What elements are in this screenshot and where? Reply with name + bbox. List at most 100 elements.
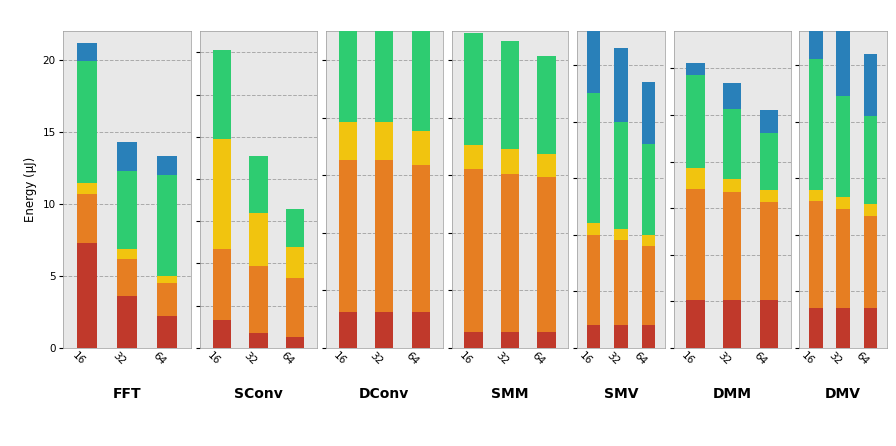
Bar [375,122,393,160]
Bar [464,33,483,145]
Bar [249,265,268,333]
Bar [411,0,430,131]
Bar [157,175,177,276]
Bar [77,183,97,194]
Bar [213,320,231,348]
Bar [249,156,268,213]
Bar [501,332,519,348]
Bar [501,149,519,173]
Bar [760,190,778,202]
Bar [77,43,97,61]
Bar [339,122,357,160]
Bar [587,93,600,223]
X-axis label: SConv: SConv [234,387,283,401]
Bar [587,20,600,93]
Bar [614,240,628,325]
Bar [339,160,357,312]
X-axis label: SMM: SMM [491,387,529,401]
Bar [117,259,137,296]
Bar [836,28,850,96]
X-axis label: DMM: DMM [712,387,752,401]
Bar [614,229,628,240]
Bar [375,312,393,348]
Bar [686,75,705,168]
Bar [411,312,430,348]
Bar [809,201,823,308]
Bar [614,325,628,348]
Bar [723,192,741,301]
Bar [339,0,357,122]
X-axis label: SMV: SMV [604,387,638,401]
Bar [538,332,556,348]
Bar [686,63,705,75]
Bar [77,243,97,348]
Bar [686,301,705,348]
Bar [117,171,137,248]
Bar [864,54,877,116]
Bar [614,48,628,122]
Bar [411,165,430,312]
Bar [760,301,778,348]
X-axis label: DConv: DConv [359,387,409,401]
Bar [464,169,483,332]
Bar [642,325,655,348]
Bar [157,316,177,348]
Bar [286,247,305,278]
Bar [864,116,877,204]
Bar [760,110,778,133]
Bar [760,202,778,301]
Bar [723,83,741,108]
Bar [213,249,231,320]
Bar [723,108,741,179]
Bar [117,296,137,348]
Bar [587,325,600,348]
Bar [157,276,177,283]
Bar [339,312,357,348]
Bar [117,142,137,171]
Bar [836,198,850,209]
Bar [642,82,655,145]
Bar [809,308,823,348]
Bar [686,189,705,301]
Bar [587,223,600,235]
Bar [642,235,655,246]
Y-axis label: Energy (μJ): Energy (μJ) [24,157,37,222]
Bar [642,145,655,235]
Bar [375,160,393,312]
Bar [286,209,305,247]
Bar [538,177,556,332]
Bar [836,96,850,198]
Bar [809,59,823,190]
Bar [249,213,268,265]
Bar [213,50,231,139]
Bar [213,139,231,249]
Bar [723,179,741,192]
Bar [642,246,655,325]
Bar [77,194,97,243]
Bar [157,283,177,316]
X-axis label: DMV: DMV [825,387,861,401]
Bar [587,235,600,325]
Bar [723,301,741,348]
X-axis label: FFT: FFT [113,387,142,401]
Bar [286,278,305,337]
Bar [249,333,268,348]
Bar [836,308,850,348]
Bar [809,190,823,201]
Bar [411,131,430,165]
Bar [864,308,877,348]
Bar [117,248,137,259]
Bar [760,133,778,190]
Bar [375,0,393,122]
Bar [501,173,519,332]
Bar [864,204,877,215]
Bar [77,61,97,183]
Bar [864,215,877,308]
Bar [538,56,556,153]
Bar [464,145,483,169]
Bar [501,41,519,149]
Bar [686,168,705,189]
Bar [836,209,850,308]
Bar [286,337,305,348]
Bar [157,157,177,175]
